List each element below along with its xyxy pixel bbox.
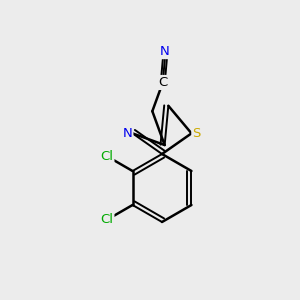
Text: Cl: Cl (100, 213, 113, 226)
Text: Cl: Cl (100, 150, 113, 163)
Text: N: N (123, 127, 132, 140)
Text: C: C (158, 76, 167, 89)
Text: N: N (160, 45, 170, 58)
Text: S: S (192, 127, 201, 140)
